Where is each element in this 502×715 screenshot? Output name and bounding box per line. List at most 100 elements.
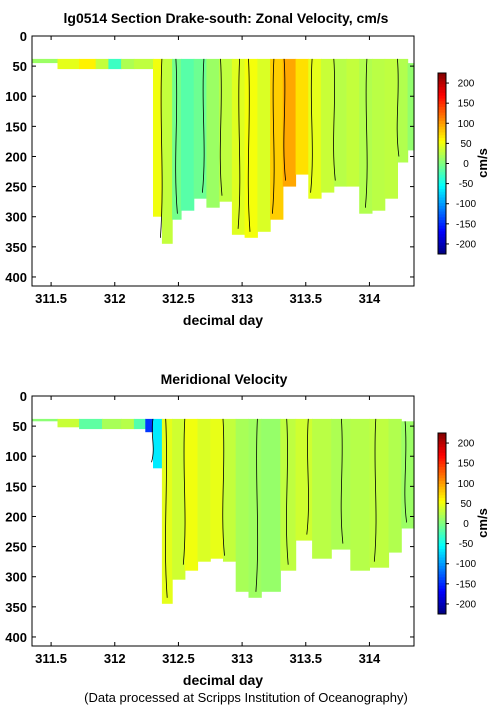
colorbar-swatch	[438, 126, 446, 130]
colorbar-swatch	[438, 475, 446, 479]
colorbar-swatch	[438, 129, 446, 133]
contour-line	[306, 418, 309, 535]
colorbar-tick-label: -50	[459, 539, 474, 550]
contour-line	[283, 58, 286, 181]
contour-line	[222, 418, 225, 556]
colorbar-swatch	[438, 171, 446, 176]
velocity-cell	[206, 58, 220, 208]
velocity-cell	[161, 58, 173, 244]
colorbar-swatch	[438, 183, 446, 187]
colorbar-swatch	[438, 245, 446, 249]
colorbar-swatch	[438, 560, 446, 564]
y-tick-label: 50	[13, 419, 27, 434]
y-tick-label: 200	[5, 149, 27, 164]
velocity-cell	[244, 58, 258, 238]
velocity-cell	[32, 58, 59, 64]
colorbar-swatch	[438, 186, 446, 190]
colorbar-swatch	[438, 208, 446, 212]
velocity-cell	[102, 418, 122, 430]
zonal-colorbar: 200 150 100 50 0 -50 -100 -150 -200	[437, 72, 476, 255]
contour-line	[365, 58, 368, 208]
colorbar-swatch	[438, 75, 446, 80]
x-tick-label: 311.5	[35, 291, 67, 306]
colorbar-swatch	[438, 520, 446, 524]
velocity-cell	[145, 418, 154, 433]
colorbar-swatch	[438, 228, 446, 232]
x-tick-label: 311.5	[35, 651, 67, 666]
colorbar-swatch	[438, 509, 446, 513]
y-tick-label: 250	[5, 540, 27, 555]
colorbar-swatch	[438, 106, 446, 111]
contour-line	[182, 418, 186, 565]
colorbar-tick-label: 150	[458, 459, 475, 470]
velocity-cell	[282, 58, 297, 187]
x-tick-label: 312	[104, 291, 126, 306]
y-tick-label: 250	[5, 180, 27, 195]
colorbar-swatch	[438, 461, 446, 465]
colorbar-tick-label: -100	[456, 559, 476, 570]
colorbar-swatch	[438, 546, 446, 550]
velocity-cell	[172, 58, 182, 220]
colorbar-swatch	[438, 237, 446, 241]
y-tick-label: 400	[5, 270, 27, 285]
velocity-cell	[346, 58, 360, 187]
zonal-y-ticks: 0 50 100 150 200 250 300 350 400	[5, 29, 414, 285]
colorbar-swatch	[438, 554, 446, 558]
colorbar-swatch	[438, 435, 446, 440]
colorbar-tick-label: 100	[458, 119, 475, 130]
contour-line	[404, 421, 407, 523]
velocity-cell	[32, 418, 59, 422]
velocity-cell	[108, 58, 122, 70]
colorbar-swatch	[438, 157, 446, 162]
x-tick-label: 313	[231, 651, 253, 666]
colorbar-swatch	[438, 585, 446, 589]
x-tick-label: 314	[359, 651, 381, 666]
velocity-cell	[257, 58, 271, 232]
velocity-cell	[210, 418, 224, 559]
velocity-cell	[321, 58, 335, 193]
colorbar-swatch	[438, 163, 446, 167]
zonal-plot-frame	[31, 35, 415, 287]
colorbar-swatch	[438, 441, 446, 445]
colorbar-swatch	[438, 73, 446, 77]
colorbar-swatch	[438, 483, 446, 488]
colorbar-swatch	[438, 466, 446, 471]
colorbar-tick-label: 150	[458, 99, 475, 110]
contour-line	[237, 58, 241, 229]
colorbar-swatch	[438, 177, 446, 181]
meridional-chart-title: Meridional Velocity	[161, 371, 288, 387]
velocity-cell	[331, 418, 351, 550]
colorbar-tick-label: -100	[456, 199, 476, 210]
colorbar-swatch	[438, 87, 446, 91]
contour-line	[160, 58, 163, 238]
colorbar-swatch	[438, 449, 446, 454]
contour-line	[202, 58, 205, 193]
colorbar-tick-label: 200	[458, 439, 475, 450]
velocity-cell	[79, 58, 97, 70]
colorbar-swatch	[438, 512, 446, 516]
velocity-cell	[223, 418, 237, 562]
velocity-cell	[261, 418, 281, 592]
colorbar-swatch	[438, 135, 446, 139]
x-tick-label: 312.5	[162, 651, 195, 666]
colorbar-swatch	[438, 472, 446, 476]
contour-line	[286, 418, 289, 565]
colorbar-tick-label: 50	[460, 139, 472, 150]
colorbar-swatch	[438, 605, 446, 609]
colorbar-tick-label: -200	[456, 599, 476, 610]
colorbar-swatch	[438, 568, 446, 572]
colorbar-swatch	[438, 242, 446, 246]
colorbar-tick-label: -150	[456, 579, 476, 590]
y-tick-label: 350	[5, 600, 27, 615]
colorbar-swatch	[438, 191, 446, 196]
colorbar-swatch	[438, 540, 446, 544]
contour-line	[151, 418, 154, 463]
colorbar-swatch	[438, 188, 446, 193]
colorbar-swatch	[438, 205, 446, 210]
meridional-contour-lines	[151, 418, 407, 598]
velocity-cell	[295, 418, 313, 541]
velocity-cell	[248, 418, 262, 598]
y-tick-label: 100	[5, 89, 27, 104]
y-tick-label: 150	[5, 479, 27, 494]
